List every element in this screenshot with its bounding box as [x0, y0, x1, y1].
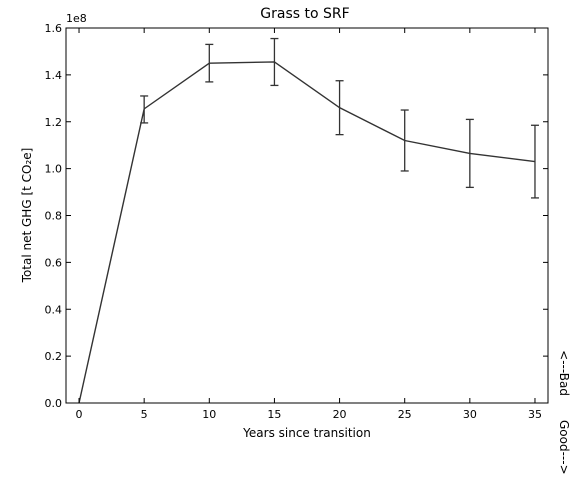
y-tick-label: 0.4 — [45, 303, 63, 316]
bad-annotation: <---Bad — [557, 350, 571, 396]
x-tick-label: 25 — [398, 408, 412, 421]
x-tick-label: 10 — [202, 408, 216, 421]
x-tick-label: 5 — [141, 408, 148, 421]
x-tick-label: 35 — [528, 408, 542, 421]
x-axis-title: Years since transition — [242, 426, 371, 440]
y-tick-label: 0.6 — [45, 256, 63, 269]
y-axis: 0.0 0.2 0.4 0.6 0.8 1.0 1.2 1.4 1.6 — [45, 22, 548, 410]
series-line — [78, 61, 536, 404]
good-annotation: Good---> — [557, 420, 571, 475]
x-tick-label: 0 — [76, 408, 83, 421]
y-tick-label: 1.0 — [45, 163, 63, 176]
y-tick-label: 1.2 — [45, 116, 63, 129]
y-tick-label: 1.4 — [45, 69, 63, 82]
x-tick-label: 20 — [333, 408, 347, 421]
y-tick-label: 0.0 — [45, 397, 63, 410]
x-tick-label: 30 — [463, 408, 477, 421]
y-tick-label: 0.8 — [45, 210, 63, 223]
y-tick-label: 0.2 — [45, 350, 63, 363]
y-axis-title: Total net GHG [t CO₂e] — [20, 148, 34, 284]
x-axis: 0 5 10 15 20 25 30 35 — [76, 28, 542, 421]
y-multiplier-label: 1e8 — [66, 12, 87, 25]
plot-area — [78, 37, 539, 404]
y-tick-label: 1.6 — [45, 22, 63, 35]
x-tick-label: 15 — [267, 408, 281, 421]
chart-title: Grass to SRF — [260, 6, 349, 22]
